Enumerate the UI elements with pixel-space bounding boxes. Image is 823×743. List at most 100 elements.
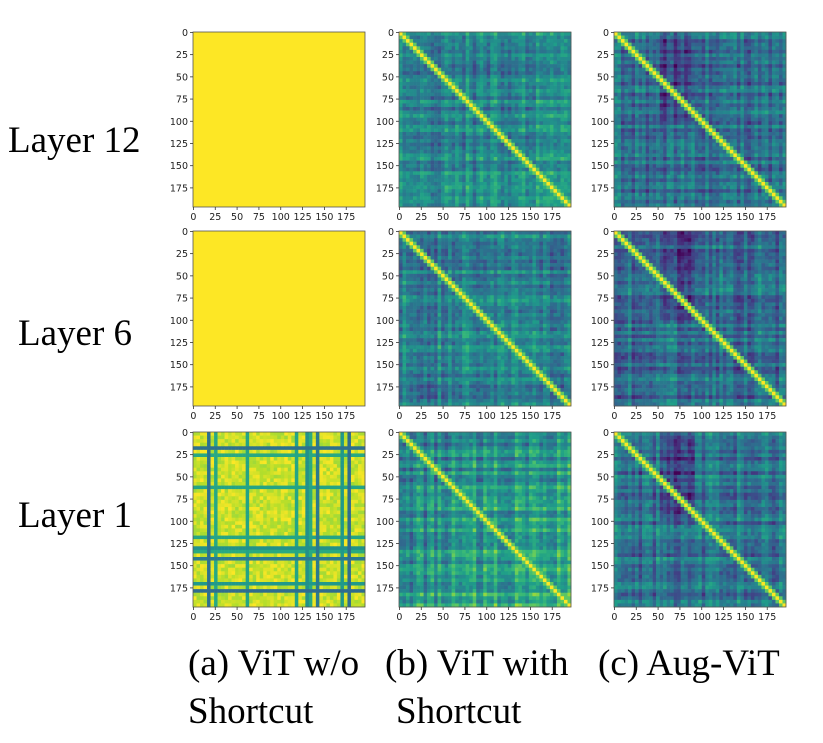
heatmap-cell	[764, 199, 769, 204]
heatmap-cell	[666, 67, 671, 72]
heatmap-cell	[775, 64, 780, 69]
heatmap-cell	[666, 132, 671, 136]
heatmap-cell	[535, 71, 540, 76]
heatmap-cell	[413, 185, 417, 190]
heatmap-cell	[507, 35, 512, 40]
heatmap-cell	[560, 132, 565, 136]
heatmap-cell	[740, 60, 745, 65]
heatmap-cell	[497, 160, 502, 165]
heatmap-cell	[549, 124, 554, 129]
heatmap-cell	[542, 46, 547, 51]
heatmap-cell	[560, 85, 565, 90]
heatmap-cell	[528, 114, 533, 119]
heatmap-cell	[472, 185, 477, 190]
heatmap-cell	[455, 124, 459, 129]
heatmap-cell	[476, 149, 481, 154]
heatmap-cell	[556, 149, 561, 154]
heatmap-cell	[416, 110, 421, 115]
heatmap-cell	[712, 171, 717, 176]
heatmap-cell	[402, 149, 407, 154]
heatmap-cell	[694, 174, 699, 179]
heatmap-cell	[715, 196, 720, 201]
heatmap-cell	[677, 46, 681, 51]
heatmap-cell	[402, 160, 407, 165]
heatmap-cell	[532, 164, 537, 169]
heatmap-cell	[490, 132, 495, 136]
heatmap-cell	[740, 153, 745, 158]
heatmap-cell	[754, 153, 759, 158]
heatmap-cell	[624, 149, 629, 154]
heatmap-cell	[560, 146, 565, 151]
heatmap-cell	[549, 53, 554, 58]
heatmap-cell	[472, 64, 477, 69]
heatmap-cell	[645, 114, 650, 119]
heatmap-cell	[705, 103, 710, 108]
heatmap-cell	[782, 128, 787, 133]
heatmap-cell	[455, 42, 459, 47]
heatmap-cell	[483, 117, 488, 122]
heatmap-cell	[771, 149, 776, 154]
heatmap-cell	[631, 174, 636, 179]
y-tick-label: 125	[591, 139, 609, 150]
heatmap-cell	[528, 167, 533, 172]
heatmap-cell	[743, 78, 748, 83]
heatmap-cell	[621, 42, 625, 47]
heatmap-cell	[521, 189, 526, 194]
heatmap-cell	[413, 92, 417, 97]
heatmap-cell	[645, 146, 650, 151]
heatmap-cell	[666, 142, 671, 147]
heatmap-cell	[659, 67, 664, 72]
heatmap-cell	[476, 78, 481, 83]
heatmap-cell	[521, 132, 526, 136]
heatmap-cell	[486, 192, 491, 197]
heatmap-cell	[549, 107, 554, 111]
heatmap-cell	[528, 60, 533, 65]
heatmap-cell	[761, 192, 766, 197]
heatmap-cell	[768, 124, 773, 129]
heatmap-cell	[778, 35, 783, 40]
heatmap-cell	[740, 64, 745, 69]
heatmap-cell	[476, 110, 481, 115]
heatmap-cell	[775, 60, 780, 65]
heatmap-cell	[743, 42, 748, 47]
heatmap-cell	[549, 60, 554, 65]
heatmap-cell	[409, 103, 414, 108]
heatmap-cell	[514, 160, 519, 165]
heatmap-cell	[427, 153, 431, 158]
x-tick-label: 100	[272, 212, 290, 223]
heatmap-cell	[747, 107, 752, 111]
heatmap-cell	[698, 53, 703, 58]
heatmap-cell	[761, 71, 766, 76]
heatmap-cell	[441, 67, 445, 72]
heatmap-cell	[483, 139, 488, 144]
heatmap-cell	[448, 196, 452, 201]
heatmap-cell	[684, 107, 689, 111]
heatmap-cell	[719, 164, 724, 169]
heatmap-cell	[624, 178, 629, 183]
heatmap-cell	[525, 32, 530, 36]
heatmap-cell	[659, 139, 664, 144]
heatmap-cell	[483, 60, 488, 65]
heatmap-cell	[761, 185, 766, 190]
heatmap-cell	[680, 89, 685, 94]
heatmap-cell	[420, 124, 424, 129]
heatmap-cell	[617, 92, 622, 97]
heatmap-cell	[458, 71, 463, 76]
heatmap-cell	[406, 234, 410, 239]
heatmap-cell	[771, 74, 776, 79]
heatmap-cell	[719, 128, 724, 133]
heatmap-cell	[736, 114, 741, 119]
heatmap-cell	[628, 39, 632, 44]
heatmap-cell	[715, 46, 720, 51]
heatmap-cell	[722, 110, 727, 115]
heatmap-cell	[518, 82, 523, 86]
heatmap-cell	[666, 139, 671, 144]
heatmap-cell	[729, 46, 734, 51]
heatmap-cell	[532, 192, 537, 197]
heatmap-cell	[479, 196, 484, 201]
heatmap-cell	[476, 196, 481, 201]
heatmap-cell	[462, 42, 466, 47]
heatmap-cell	[635, 203, 639, 208]
heatmap-cell	[483, 114, 488, 119]
heatmap-cell	[497, 71, 502, 76]
